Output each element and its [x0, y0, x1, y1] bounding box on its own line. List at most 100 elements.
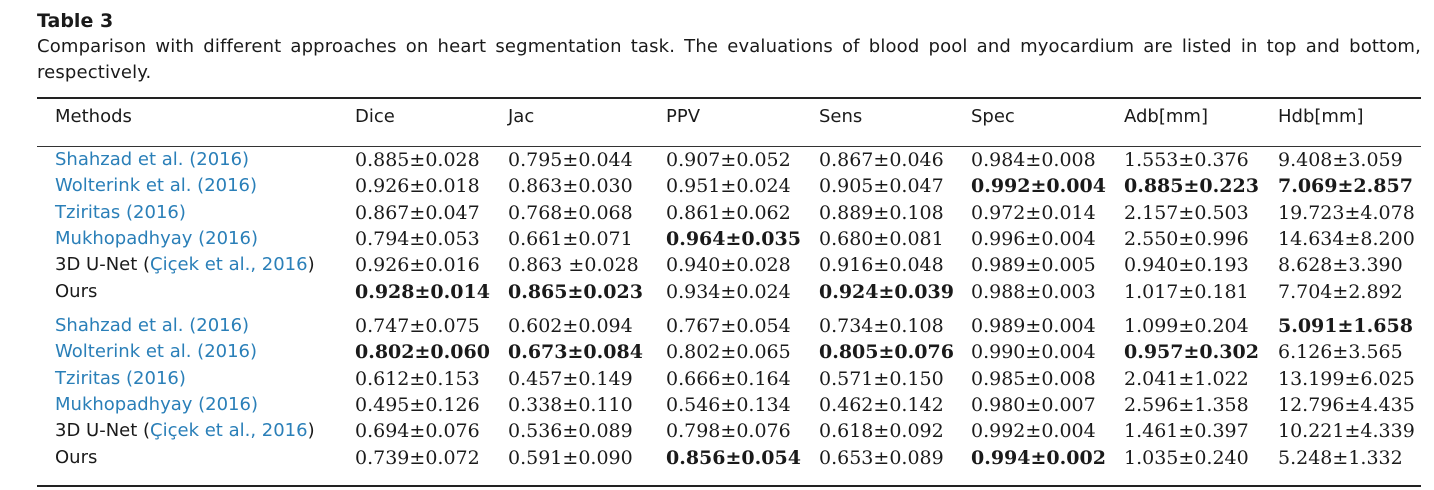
metric-value: 9.408±3.059 — [1278, 149, 1403, 171]
metric-value: 7.069±2.857 — [1278, 175, 1413, 198]
metric-value: 0.928±0.014 — [355, 280, 490, 303]
metric-value: 0.940±0.028 — [666, 254, 791, 277]
metric-value: 0.989±0.004 — [971, 315, 1096, 337]
metric-value: 0.856±0.054 — [666, 446, 801, 469]
metric-value: 0.926±0.018 — [355, 175, 480, 198]
table-row: Tziritas (2016) 0.867±0.047 0.768±0.068 0.8… — [37, 200, 1421, 226]
table-row: Shahzad et al. (2016) 0.885±0.028 0.795±0.… — [37, 147, 1421, 173]
table-row: Shahzad et al. (2016) 0.747±0.075 0.602±0.… — [37, 313, 1421, 339]
metric-value: 0.951±0.024 — [666, 175, 791, 198]
method-citation-link[interactable]: Tziritas (2016) — [55, 201, 186, 223]
table-row: Ours 0.928±0.014 0.865±0.023 0.934±0.024 0.9… — [37, 279, 1421, 305]
method-name: Wolterink et al. (2016) — [55, 173, 257, 199]
metric-value: 0.602±0.094 — [508, 315, 633, 337]
method-name: Tziritas (2016) — [55, 366, 186, 392]
metric-value: 0.905±0.047 — [819, 175, 944, 198]
method-name: Mukhopadhyay (2016) — [55, 226, 258, 252]
method-prefix: 3D U-Net ( — [55, 254, 151, 276]
metric-value: 0.457±0.149 — [508, 367, 633, 390]
metric-value: 2.596±1.358 — [1124, 393, 1249, 416]
method-name: 3D U-Net (Çiçek et al., 2016) — [55, 252, 315, 278]
method-name: Tziritas (2016) — [55, 200, 186, 226]
metric-value: 0.767±0.054 — [666, 315, 791, 337]
method-citation-link[interactable]: Çiçek et al., 2016 — [150, 420, 308, 442]
metric-value: 0.536±0.089 — [508, 420, 633, 443]
metric-value: 2.550±0.996 — [1124, 227, 1249, 250]
metric-value: 0.571±0.150 — [819, 367, 944, 390]
table-header-row: Methods Dice Jac PPV Sens Spec Adb[mm] H… — [37, 104, 1421, 130]
method-citation-link[interactable]: Çiçek et al., 2016 — [150, 254, 308, 276]
metric-value: 7.704±2.892 — [1278, 280, 1403, 303]
method-citation-link[interactable]: Mukhopadhyay (2016) — [55, 227, 258, 249]
metric-value: 0.795±0.044 — [508, 149, 633, 171]
metric-value: 0.889±0.108 — [819, 201, 944, 224]
metric-value: 5.248±1.332 — [1278, 446, 1403, 469]
metric-value: 0.739±0.072 — [355, 446, 480, 469]
metric-value: 0.734±0.108 — [819, 315, 944, 337]
method-name: Shahzad et al. (2016) — [55, 313, 249, 339]
metric-value: 0.885±0.028 — [355, 149, 480, 171]
table-row: Wolterink et al. (2016) 0.926±0.018 0.863±… — [37, 173, 1421, 199]
metric-value: 0.984±0.008 — [971, 149, 1096, 171]
method-citation-link[interactable]: Shahzad et al. (2016) — [55, 315, 250, 336]
metric-value: 0.612±0.153 — [355, 367, 480, 390]
header-sens: Sens — [819, 106, 863, 127]
header-jac: Jac — [508, 106, 535, 127]
metric-value: 0.972±0.014 — [971, 201, 1096, 224]
method-name: Wolterink et al. (2016) — [55, 339, 257, 365]
metric-value: 0.924±0.039 — [819, 280, 954, 303]
method-citation-link[interactable]: Mukhopadhyay (2016) — [55, 393, 258, 415]
table-row: Tziritas (2016) 0.612±0.153 0.457±0.149 0.6… — [37, 366, 1421, 392]
metric-value: 0.985±0.008 — [971, 367, 1096, 390]
metric-value: 0.988±0.003 — [971, 280, 1096, 303]
metric-value: 0.462±0.142 — [819, 393, 944, 416]
metric-value: 0.802±0.065 — [666, 341, 791, 364]
metric-value: 1.035±0.240 — [1124, 446, 1249, 469]
method-citation-link[interactable]: Tziritas (2016) — [55, 367, 186, 389]
metric-value: 19.723±4.078 — [1278, 201, 1415, 224]
header-methods: Methods — [55, 106, 132, 127]
metric-value: 0.992±0.004 — [971, 175, 1106, 198]
table-row: Mukhopadhyay (2016) 0.794±0.053 0.661±0.07… — [37, 226, 1421, 252]
table-caption: Comparison with different approaches on … — [37, 36, 1421, 83]
metric-value: 0.802±0.060 — [355, 341, 490, 364]
method-citation-link[interactable]: Wolterink et al. (2016) — [55, 341, 258, 363]
metric-value: 0.666±0.164 — [666, 367, 791, 390]
table-row: 3D U-Net (Çiçek et al., 2016) 0.926±0.016… — [37, 252, 1421, 278]
metric-value: 8.628±3.390 — [1278, 254, 1403, 277]
metric-value: 0.867±0.047 — [355, 201, 480, 224]
metric-value: 12.796±4.435 — [1278, 393, 1415, 416]
metric-value: 0.805±0.076 — [819, 341, 954, 364]
metric-value: 0.996±0.004 — [971, 227, 1096, 250]
bottom-rule — [37, 485, 1421, 487]
header-dice: Dice — [355, 106, 395, 127]
method-citation-link[interactable]: Shahzad et al. (2016) — [55, 149, 250, 170]
method-suffix: ) — [307, 254, 315, 276]
metric-value: 6.126±3.565 — [1278, 341, 1403, 364]
table-row: Mukhopadhyay (2016) 0.495±0.126 0.338±0.11… — [37, 392, 1421, 418]
metric-value: 0.680±0.081 — [819, 227, 944, 250]
metric-value: 1.017±0.181 — [1124, 280, 1249, 303]
metric-value: 0.747±0.075 — [355, 315, 480, 337]
metric-value: 0.980±0.007 — [971, 393, 1096, 416]
table-row: Wolterink et al. (2016) 0.802±0.060 0.673±… — [37, 339, 1421, 365]
metric-value: 0.940±0.193 — [1124, 254, 1249, 277]
metric-value: 0.794±0.053 — [355, 227, 480, 250]
metric-value: 10.221±4.339 — [1278, 420, 1415, 443]
method-citation-link[interactable]: Wolterink et al. (2016) — [55, 175, 258, 197]
metric-value: 0.495±0.126 — [355, 393, 480, 416]
metric-value: 0.694±0.076 — [355, 420, 480, 443]
header-ppv: PPV — [666, 106, 701, 127]
method-name: Ours — [55, 280, 98, 302]
header-rule — [37, 146, 1421, 147]
metric-value: 0.653±0.089 — [819, 446, 944, 469]
metric-value: 0.934±0.024 — [666, 280, 791, 303]
metric-value: 0.591±0.090 — [508, 446, 633, 469]
metric-value: 0.867±0.046 — [819, 149, 944, 171]
metric-value: 0.926±0.016 — [355, 254, 480, 277]
metric-value: 0.863 ±0.028 — [508, 254, 639, 277]
method-name: Mukhopadhyay (2016) — [55, 392, 258, 418]
metric-value: 0.661±0.071 — [508, 227, 633, 250]
metric-value: 0.768±0.068 — [508, 201, 633, 224]
table-row: 3D U-Net (Çiçek et al., 2016) 0.694±0.076… — [37, 418, 1421, 444]
